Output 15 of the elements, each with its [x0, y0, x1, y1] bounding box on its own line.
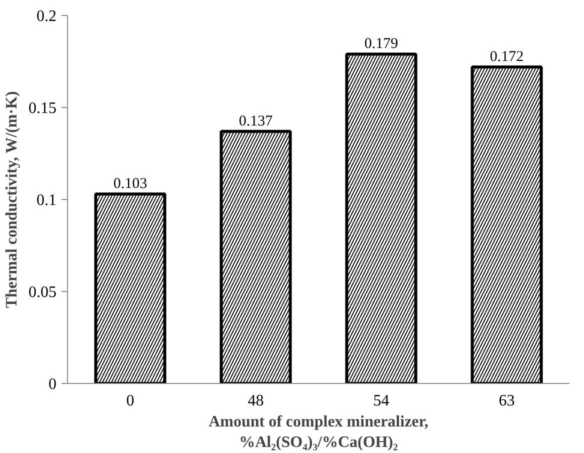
- x-axis-title: Amount of complex mineralizer, %Al₂(SO₄)₃/%Ca(OH)₂: [208, 414, 428, 451]
- data-label: 0.103: [113, 176, 148, 192]
- data-label: 0.179: [364, 36, 398, 52]
- data-label: 0.137: [238, 113, 274, 130]
- y-tick-label: 0.2: [36, 8, 56, 25]
- x-tick-label: 0: [126, 392, 134, 410]
- x-tick-label: 63: [498, 392, 515, 410]
- y-axis-title: Thermal conductivity, W/(m·K): [4, 91, 20, 308]
- y-tick-label: 0.1: [36, 192, 56, 209]
- y-tick-label: 0.05: [28, 284, 56, 301]
- y-tick-label: 0: [48, 376, 56, 393]
- x-tick-label: 48: [248, 392, 264, 410]
- y-tick-label: 0.15: [28, 100, 56, 117]
- data-label: 0.172: [490, 49, 524, 66]
- x-tick-label: 54: [373, 392, 390, 410]
